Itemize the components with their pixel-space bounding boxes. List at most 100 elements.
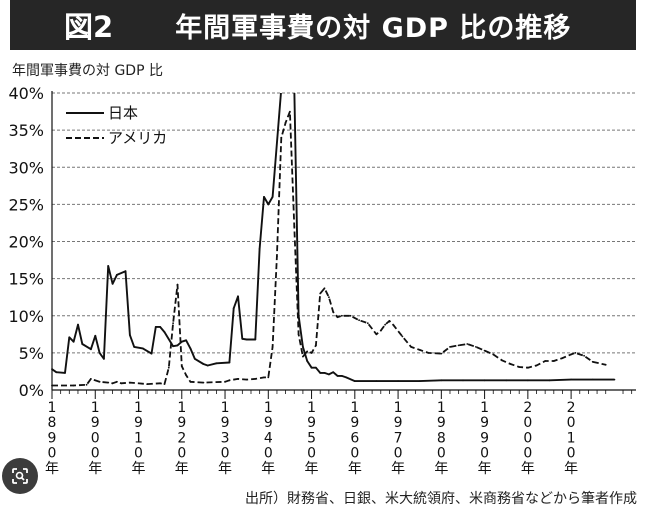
data-point-japan (176, 344, 179, 347)
y-tick-label: 30% (8, 158, 44, 177)
data-point-japan (302, 346, 304, 348)
data-point-usa (366, 322, 369, 325)
data-point-japan (306, 360, 309, 362)
data-point-usa (570, 353, 572, 356)
data-point-usa (492, 353, 495, 356)
data-point-japan (263, 196, 265, 198)
y-tick-label: 20% (8, 233, 44, 252)
data-point-usa (289, 110, 291, 113)
legend-label-usa: アメリカ (108, 129, 167, 147)
data-point-japan (193, 357, 196, 360)
data-point-usa (280, 136, 283, 139)
data-point-usa (116, 380, 118, 383)
data-point-japan (172, 345, 175, 348)
data-point-usa (72, 384, 75, 387)
data-point-usa (544, 360, 547, 362)
data-point-japan (90, 348, 92, 351)
data-point-usa (328, 296, 330, 299)
data-point-usa (332, 311, 335, 313)
data-point-usa (509, 363, 512, 365)
data-point-usa (245, 378, 248, 381)
data-point-usa (271, 346, 274, 348)
data-point-japan (440, 379, 443, 382)
data-point-japan (98, 352, 101, 354)
data-point-usa (449, 346, 451, 348)
y-tick-label: 10% (8, 307, 44, 326)
data-point-japan (232, 307, 235, 310)
source-note: 出所）財務省、日銀、米大統領府、米商務省などから筆者作成 (245, 491, 637, 507)
data-point-usa (375, 333, 378, 336)
data-point-usa (120, 382, 123, 385)
data-point-usa (388, 320, 391, 322)
data-point-usa (319, 292, 322, 295)
data-point-japan (159, 326, 162, 328)
data-point-japan (124, 270, 127, 273)
data-point-usa (410, 346, 412, 348)
data-point-usa (475, 346, 477, 348)
data-point-usa (358, 319, 360, 322)
title-bar: 図2 年間軍事費の対 GDP 比の推移 (10, 0, 636, 50)
data-point-japan (548, 379, 551, 382)
data-point-japan (570, 378, 572, 381)
data-point-usa (440, 352, 443, 355)
data-point-usa (237, 378, 239, 380)
data-point-usa (561, 357, 564, 359)
data-point-usa (111, 382, 114, 385)
data-point-usa (384, 323, 386, 326)
series-line-usa (52, 110, 606, 387)
legend-label-japan: 日本 (108, 104, 138, 122)
image-search-icon[interactable] (2, 458, 38, 494)
data-point-usa (349, 314, 352, 317)
data-point-usa (457, 344, 460, 347)
data-point-japan (64, 372, 66, 374)
data-point-usa (163, 383, 166, 385)
data-point-japan (527, 379, 529, 382)
data-point-usa (159, 382, 162, 385)
data-point-usa (535, 364, 538, 367)
y-tick-label: 0% (19, 381, 44, 400)
data-point-usa (202, 381, 205, 384)
data-point-usa (263, 376, 265, 379)
data-point-japan (107, 265, 110, 267)
data-point-usa (302, 355, 304, 358)
data-point-japan (189, 347, 192, 350)
data-point-japan (116, 274, 118, 276)
data-point-usa (483, 349, 486, 352)
data-point-japan (129, 334, 131, 336)
data-point-japan (163, 331, 166, 333)
data-point-usa (51, 384, 53, 387)
data-point-japan (591, 378, 594, 381)
data-point-usa (176, 283, 179, 286)
data-point-japan (215, 362, 218, 365)
data-point-japan (185, 339, 188, 342)
data-point-usa (379, 329, 382, 332)
data-point-usa (180, 365, 183, 368)
data-point-japan (150, 352, 153, 355)
data-point-japan (111, 282, 114, 285)
data-point-japan (206, 364, 209, 367)
data-point-usa (228, 379, 231, 382)
data-point-usa (306, 350, 309, 353)
y-tick-label: 25% (8, 195, 44, 214)
data-point-usa (185, 374, 188, 376)
data-point-japan (68, 336, 71, 339)
data-point-japan (154, 326, 157, 328)
data-point-japan (271, 196, 274, 198)
data-point-usa (310, 352, 313, 354)
data-point-japan (254, 338, 257, 341)
data-point-usa (591, 360, 594, 363)
data-point-usa (340, 314, 343, 317)
data-point-usa (189, 380, 192, 383)
data-point-japan (77, 323, 79, 326)
data-point-usa (323, 287, 326, 290)
data-point-japan (245, 338, 248, 341)
